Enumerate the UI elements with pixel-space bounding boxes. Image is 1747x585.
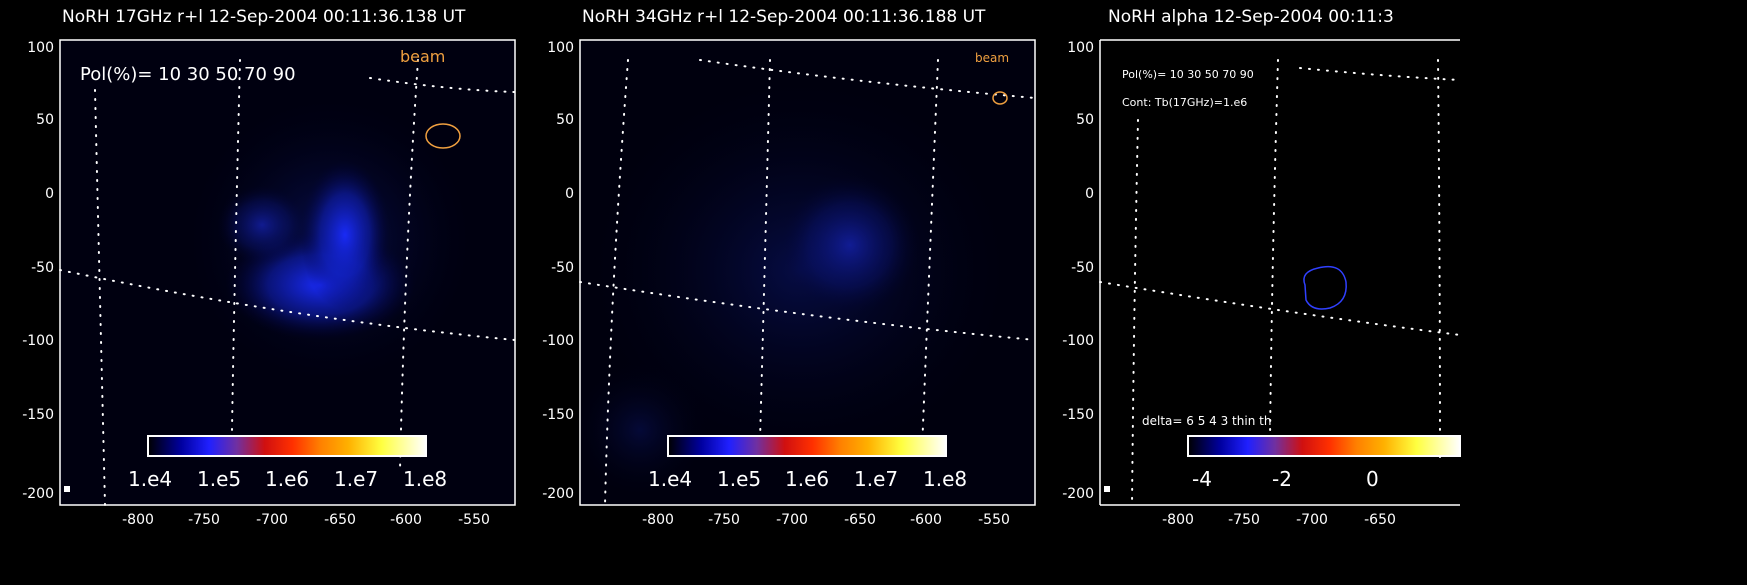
x-axis-ticks: -800 -750 -700 -650	[1162, 512, 1396, 528]
x-tick: -700	[776, 512, 808, 528]
y-tick: -200	[542, 486, 574, 502]
y-tick: 0	[565, 186, 574, 202]
x-tick: -650	[1364, 512, 1396, 528]
beam-label: beam	[400, 47, 445, 66]
x-tick: -800	[1162, 512, 1194, 528]
y-tick: 100	[1067, 40, 1094, 56]
x-tick: -550	[458, 512, 490, 528]
x-tick: -750	[188, 512, 220, 528]
emission-source	[780, 175, 920, 315]
beam-ellipse	[425, 123, 461, 149]
pol-levels-label: Pol(%)= 10 30 50 70 90	[1122, 68, 1254, 81]
x-tick: -550	[978, 512, 1010, 528]
y-tick: 0	[1085, 186, 1094, 202]
colorbar-label: 1.e7	[854, 467, 898, 491]
y-tick: 50	[36, 112, 54, 128]
alpha-contour	[1303, 265, 1347, 310]
colorbar-label: -4	[1192, 467, 1212, 491]
y-tick: 50	[1076, 112, 1094, 128]
colorbar	[147, 435, 427, 457]
y-tick: -50	[1071, 260, 1094, 276]
delta-scale-label: delta= 6 5 4 3 thin th	[1142, 414, 1271, 428]
x-axis-ticks: -800 -750 -700 -650 -600 -550	[642, 512, 1010, 528]
colorbar-label: 1.e5	[717, 467, 761, 491]
panel-alpha: NoRH alpha 12-Sep-2004 00:11:3 Pol(%)= 1…	[1062, 7, 1461, 528]
y-tick: -100	[22, 333, 54, 349]
panel-17ghz-title: NoRH 17GHz r+l 12-Sep-2004 00:11:36.138 …	[62, 7, 466, 27]
x-tick: -650	[324, 512, 356, 528]
y-tick: -100	[1062, 333, 1094, 349]
x-tick: -600	[910, 512, 942, 528]
colorbar	[667, 435, 947, 457]
y-tick: 50	[556, 112, 574, 128]
colorbar-label: 1.e8	[923, 467, 967, 491]
panel-34ghz: NoRH 34GHz r+l 12-Sep-2004 00:11:36.188 …	[542, 7, 1036, 528]
y-tick: -100	[542, 333, 574, 349]
colorbar-label: 0	[1366, 467, 1379, 491]
y-tick: 100	[547, 40, 574, 56]
y-tick: -50	[551, 260, 574, 276]
colorbar-label: 1.e7	[334, 467, 378, 491]
x-tick: -700	[256, 512, 288, 528]
colorbar	[1187, 435, 1461, 457]
heliographic-grid	[579, 59, 1036, 506]
heliographic-grid	[59, 59, 516, 506]
y-tick: -50	[31, 260, 54, 276]
x-tick: -650	[844, 512, 876, 528]
y-tick: -150	[1062, 407, 1094, 423]
pol-levels-label: Pol(%)= 10 30 50 70 90	[80, 64, 296, 85]
panel-17ghz: NoRH 17GHz r+l 12-Sep-2004 00:11:36.138 …	[22, 7, 516, 528]
colorbar-label: -2	[1272, 467, 1292, 491]
y-tick: -200	[1062, 486, 1094, 502]
colorbar-label: 1.e5	[197, 467, 241, 491]
contour-level-label: Cont: Tb(17GHz)=1.e6	[1122, 96, 1247, 109]
panel-34ghz-title: NoRH 34GHz r+l 12-Sep-2004 00:11:36.188 …	[582, 7, 986, 27]
x-tick: -800	[642, 512, 674, 528]
y-tick: -200	[22, 486, 54, 502]
y-tick: 0	[45, 186, 54, 202]
y-tick: -150	[542, 407, 574, 423]
y-axis-ticks: 100 50 0 -50 -100 -150 -200	[1062, 40, 1094, 502]
colorbar-label: 1.e4	[648, 467, 692, 491]
beam-label: beam	[975, 51, 1009, 65]
y-tick: -150	[22, 407, 54, 423]
panel-alpha-frame	[1100, 40, 1460, 505]
x-tick: -600	[390, 512, 422, 528]
beam-ellipse	[992, 91, 1008, 105]
panel-alpha-title: NoRH alpha 12-Sep-2004 00:11:3	[1108, 7, 1394, 27]
heliographic-grid	[1099, 59, 1461, 506]
colorbar-label: 1.e8	[403, 467, 447, 491]
x-axis-ticks: -800 -750 -700 -650 -600 -550	[122, 512, 490, 528]
y-axis-ticks: 100 50 0 -50 -100 -150 -200	[542, 40, 574, 502]
x-tick: -700	[1296, 512, 1328, 528]
colorbar-label: 1.e6	[785, 467, 829, 491]
x-tick: -800	[122, 512, 154, 528]
x-tick: -750	[1228, 512, 1260, 528]
y-axis-ticks: 100 50 0 -50 -100 -150 -200	[22, 40, 54, 502]
colorbar-label: 1.e4	[128, 467, 172, 491]
y-tick: 100	[27, 40, 54, 56]
colorbar-label: 1.e6	[265, 467, 309, 491]
x-tick: -750	[708, 512, 740, 528]
